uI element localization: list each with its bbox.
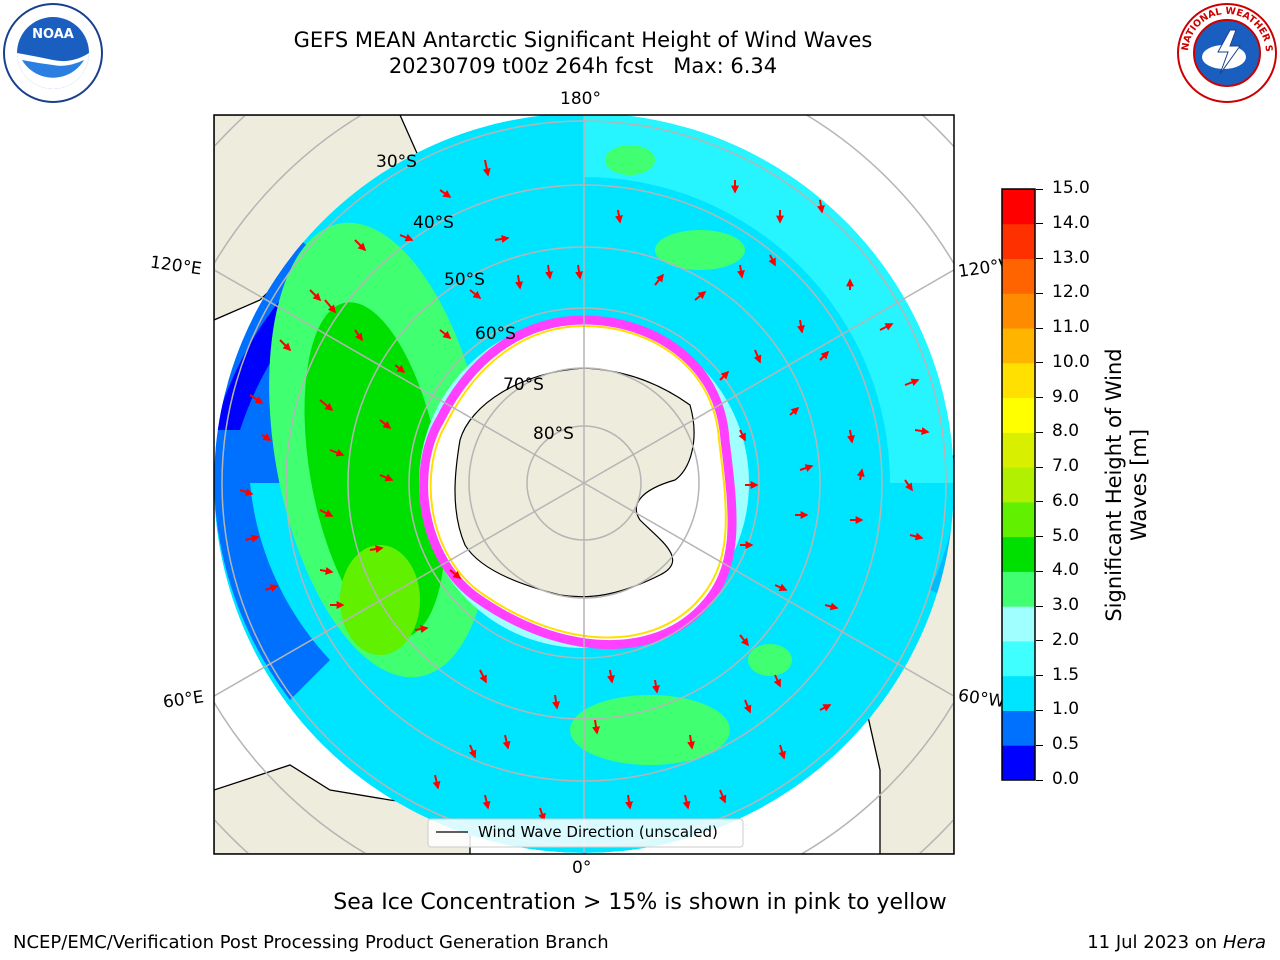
colorbar-label-line2: Waves [m] <box>1127 428 1151 542</box>
legend-label: Wind Wave Direction (unscaled) <box>478 823 718 841</box>
colorbar-swatch <box>1002 362 1035 399</box>
lat-label-30: 30°S <box>376 152 417 172</box>
lat-label-70: 70°S <box>503 375 544 395</box>
noaa-logo-text: NOAA <box>32 27 74 42</box>
colorbar-tick-label: 4.0 <box>1052 560 1080 581</box>
colorbar-swatch <box>1002 432 1035 468</box>
colorbar-tick-label: 0.0 <box>1052 769 1080 789</box>
colorbar-tick-mark <box>1036 675 1043 677</box>
colorbar-tick-mark <box>1036 223 1043 225</box>
colorbar-label-line1: Significant Height of Wind <box>1102 348 1126 622</box>
colorbar-swatch <box>1002 536 1035 572</box>
lat-label-60: 60°S <box>475 324 516 344</box>
colorbar-tick-mark <box>1036 744 1043 746</box>
colorbar-swatches <box>1002 189 1035 781</box>
wind-wave-arrows <box>239 159 930 822</box>
graticule <box>214 115 954 854</box>
colorbar-tick-label: 5.0 <box>1052 525 1080 546</box>
noaa-logo-icon: NOAA <box>3 3 103 103</box>
legend: Wind Wave Direction (unscaled) <box>427 818 744 848</box>
lon-label-top: 180° <box>560 89 601 109</box>
colorbar-swatch <box>1002 745 1035 781</box>
colorbar-swatch <box>1002 675 1035 711</box>
lat-label-40: 40°S <box>413 213 454 233</box>
colorbar-swatch <box>1002 293 1035 329</box>
colorbar-swatch <box>1002 606 1035 642</box>
lat-label-50: 50°S <box>444 270 485 290</box>
colorbar-tick-mark <box>1036 397 1043 399</box>
colorbar-tick-mark <box>1036 709 1043 711</box>
colorbar-tick-label: 13.0 <box>1052 247 1090 268</box>
footer-machine: Hera <box>1222 932 1266 953</box>
colorbar-swatch <box>1002 710 1035 746</box>
colorbar-tick-mark <box>1036 258 1043 260</box>
colorbar-tick-mark <box>1036 570 1043 572</box>
colorbar-swatch <box>1002 223 1035 260</box>
colorbar-swatch <box>1002 397 1035 433</box>
footer-credit: NCEP/EMC/Verification Post Processing Pr… <box>13 932 609 953</box>
colorbar-swatch <box>1002 571 1035 607</box>
colorbar-tick-mark <box>1036 466 1043 468</box>
colorbar-tick-label: 8.0 <box>1052 421 1080 442</box>
map-frame <box>213 114 955 855</box>
lat-label-80: 80°S <box>533 424 574 444</box>
colorbar-tick-label: 11.0 <box>1052 317 1090 338</box>
colorbar-tick-label: 1.0 <box>1052 699 1080 720</box>
colorbar-tick-mark <box>1036 431 1043 433</box>
footer-date: 11 Jul 2023 on Hera <box>1087 932 1266 953</box>
colorbar-tick-label: 0.5 <box>1052 734 1080 755</box>
colorbar-tick-mark <box>1036 779 1043 781</box>
nws-logo-icon: NATIONAL WEATHER SERVICE <box>1176 2 1277 103</box>
colorbar-label: Significant Height of Wind Waves [m] <box>1102 348 1152 621</box>
colorbar-tick-mark <box>1036 327 1043 329</box>
colorbar-tick-mark <box>1036 292 1043 294</box>
colorbar-tick-label: 7.0 <box>1052 456 1080 477</box>
colorbar-tick-mark <box>1036 640 1043 642</box>
colorbar-swatch <box>1002 328 1035 364</box>
colorbar-swatch <box>1002 501 1035 538</box>
colorbar-swatch <box>1002 258 1035 294</box>
colorbar-tick-mark <box>1036 362 1043 364</box>
antarctica <box>454 367 695 598</box>
colorbar-tick-mark <box>1036 188 1043 190</box>
map-subtitle: 20230709 t00z 264h fcst Max: 6.34 <box>388 54 778 78</box>
colorbar-swatch <box>1002 640 1035 677</box>
sea-ice-note: Sea Ice Concentration > 15% is shown in … <box>333 890 947 915</box>
colorbar-swatch <box>1002 467 1035 503</box>
colorbar-tick-label: 15.0 <box>1052 178 1090 198</box>
colorbar-tick-label: 3.0 <box>1052 595 1080 616</box>
map-title: GEFS MEAN Antarctic Significant Height o… <box>293 28 873 52</box>
colorbar-tick-label: 14.0 <box>1052 212 1090 233</box>
colorbar-tick-mark <box>1036 536 1043 538</box>
colorbar-tick-label: 2.0 <box>1052 629 1080 650</box>
footer-date-text: 11 Jul 2023 on <box>1087 932 1223 953</box>
colorbar-tick-label: 9.0 <box>1052 386 1080 407</box>
colorbar-tick-label: 1.5 <box>1052 664 1080 685</box>
colorbar <box>1001 188 1036 781</box>
colorbar-tick-mark <box>1036 605 1043 607</box>
colorbar-tick-label: 6.0 <box>1052 490 1080 511</box>
colorbar-tick-mark <box>1036 501 1043 503</box>
colorbar-swatch <box>1002 189 1035 225</box>
colorbar-tick-label: 12.0 <box>1052 282 1090 303</box>
colorbar-tick-label: 10.0 <box>1052 351 1090 372</box>
lon-label-bottom: 0° <box>572 858 592 878</box>
